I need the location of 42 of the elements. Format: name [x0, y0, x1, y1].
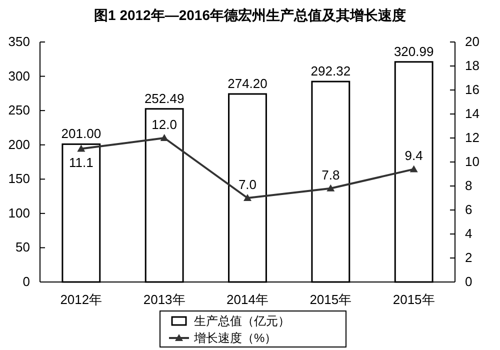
legend-label: 生产总值（亿元）: [194, 314, 290, 328]
y2-tick-label: 20: [465, 34, 480, 49]
data-label: 201.00: [61, 126, 102, 142]
y2-tick-label: 12: [465, 130, 480, 145]
x-tick-label: 2014年: [226, 292, 268, 307]
y2-tick-label: 8: [465, 178, 472, 193]
y2-tick-label: 4: [465, 226, 472, 241]
y-tick-label: 50: [16, 240, 30, 255]
y-tick-label: 0: [22, 274, 30, 289]
y-tick-label: 250: [8, 102, 30, 118]
point: [326, 184, 335, 192]
data-label: 274.20: [228, 76, 268, 91]
y2-tick-label: 6: [465, 202, 472, 217]
y2-tick-label: 0: [465, 274, 472, 289]
data-label: 9.4: [404, 148, 423, 164]
y2-tick-label: 14: [465, 106, 480, 121]
y-tick-label: 300: [8, 68, 30, 84]
x-tick-label: 2015年: [310, 292, 352, 307]
data-label: 12.0: [152, 117, 177, 132]
y-tick-label: 350: [8, 34, 30, 49]
legend-label: 增长速度（%）: [193, 331, 277, 345]
y2-tick-label: 2: [465, 250, 472, 265]
point: [77, 144, 86, 152]
data-label: 11.1: [68, 154, 94, 170]
y-tick-label: 200: [8, 136, 30, 152]
point: [244, 194, 252, 201]
y2-tick-label: 10: [465, 154, 480, 169]
x-tick-label: 2013年: [143, 292, 186, 307]
data-label: 320.99: [394, 44, 434, 59]
data-label: 292.32: [310, 64, 351, 79]
x-tick-label: 2015年: [392, 292, 435, 307]
point: [410, 165, 418, 172]
y2-tick-label: 18: [465, 58, 480, 73]
point: [160, 134, 168, 141]
chart-title: 图1 2012年—2016年德宏州生产总值及其增长速度: [94, 7, 406, 23]
data-label: 7.8: [322, 167, 340, 182]
y2-tick-label: 16: [465, 82, 480, 97]
data-label: 7.0: [238, 177, 257, 192]
y-tick-label: 150: [8, 171, 30, 186]
data-label: 252.49: [144, 90, 184, 106]
x-tick-label: 2012年: [60, 292, 102, 307]
y-tick-label: 100: [8, 205, 30, 220]
